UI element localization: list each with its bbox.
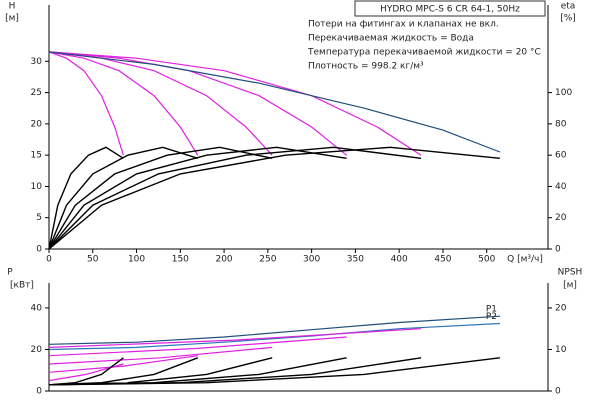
y2-unit: [%] <box>560 14 576 24</box>
series-line <box>48 336 347 357</box>
legend-label: P1 <box>486 305 497 315</box>
x-tick-label: 500 <box>478 255 495 265</box>
y2-unit: [м] <box>563 281 577 291</box>
y2-tick-label: 100 <box>555 88 572 98</box>
y-tick-label: 20 <box>31 345 43 355</box>
y-tick-label: 15 <box>31 151 42 161</box>
y-unit: [кВт] <box>10 281 34 291</box>
y2-tick-label: 20 <box>555 303 567 313</box>
y-tick-label: 10 <box>31 182 43 192</box>
y2-tick-label: 0 <box>555 245 561 255</box>
annotation: Плотность = 998.2 кг/м³ <box>308 62 424 72</box>
series-line <box>48 357 500 386</box>
annotation: Перекачиваемая жидкость = Вода <box>308 34 474 44</box>
y2-tick-label: 80 <box>555 119 567 129</box>
x-tick-label: 100 <box>128 255 145 265</box>
y2-tick-label: 10 <box>555 345 567 355</box>
chart-title: HYDRO MPC-S 6 CR 64-1, 50Hz <box>380 5 520 15</box>
series-line <box>48 51 199 156</box>
y-tick-label: 0 <box>36 387 42 397</box>
series-line <box>48 146 422 250</box>
y2-tick-label: 0 <box>555 387 561 397</box>
series-line <box>48 328 422 348</box>
x-tick-label: 450 <box>434 255 451 265</box>
y-tick-label: 40 <box>31 303 43 313</box>
x-tick-label: 200 <box>215 255 232 265</box>
series-line <box>48 51 124 156</box>
y-tick-label: 5 <box>36 213 42 223</box>
series-line <box>48 346 273 365</box>
y2-label: eta <box>561 2 576 12</box>
x-tick-label: 150 <box>172 255 189 265</box>
x-tick-label: 0 <box>46 255 52 265</box>
series-line <box>48 315 500 345</box>
x-tick-label: 350 <box>347 255 364 265</box>
series-line <box>48 146 273 250</box>
y-tick-label: 25 <box>31 88 42 98</box>
y-tick-label: 20 <box>31 119 43 129</box>
x-tick-label: 400 <box>391 255 408 265</box>
series-line <box>48 146 500 250</box>
x-tick-label: 250 <box>259 255 276 265</box>
series-line <box>48 51 422 156</box>
y2-tick-label: 60 <box>555 151 567 161</box>
y2-tick-label: 20 <box>555 213 567 223</box>
x-tick-label: 300 <box>303 255 320 265</box>
y-label: P <box>7 268 13 278</box>
x-label: Q [м³/ч] <box>507 255 543 265</box>
series-line <box>48 146 347 250</box>
series-line <box>48 146 124 250</box>
series-line <box>48 51 501 153</box>
series-line <box>48 322 500 351</box>
series-line <box>48 146 199 250</box>
y2-tick-label: 40 <box>555 182 567 192</box>
x-tick-label: 50 <box>87 255 99 265</box>
y-tick-label: 0 <box>36 245 42 255</box>
annotation: Температура перекачиваемой жидкости = 20… <box>307 48 541 58</box>
title-box <box>354 0 546 17</box>
y-tick-label: 30 <box>31 57 43 67</box>
y2-label: NPSH <box>558 268 583 278</box>
legend-label: P2 <box>486 312 497 322</box>
series-line <box>48 51 347 156</box>
series-line <box>48 355 198 373</box>
y-label: H <box>9 2 16 12</box>
y-unit: [м] <box>5 14 19 24</box>
annotation: Потери на фитингах и клапанах не вкл. <box>308 20 499 30</box>
